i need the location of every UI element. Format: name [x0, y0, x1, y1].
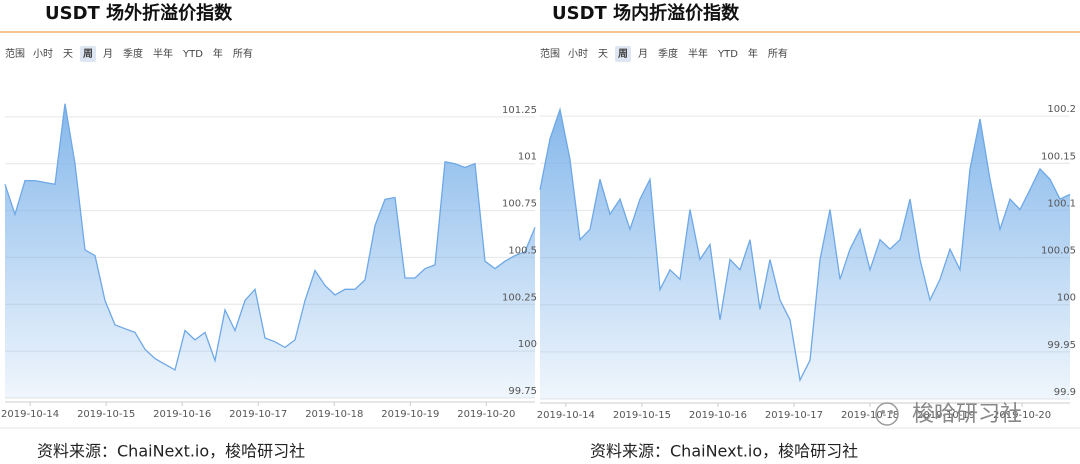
x-tick-label: 2019-10-18 [841, 410, 899, 421]
range-button[interactable]: 半年 [688, 47, 708, 60]
y-tick-label: 100.15 [1041, 151, 1076, 162]
range-button[interactable]: 所有 [768, 47, 788, 60]
x-tick-label: 2019-10-20 [993, 410, 1051, 421]
x-tick-label: 2019-10-20 [457, 409, 515, 420]
range-button-bg [80, 46, 96, 62]
x-tick-label: 2019-10-16 [689, 410, 747, 421]
range-label: 范围 [540, 47, 560, 60]
range-button[interactable]: 小时 [33, 48, 53, 60]
range-button[interactable]: YTD [182, 49, 203, 60]
y-tick-label: 100 [1057, 293, 1076, 304]
x-tick-label: 2019-10-16 [153, 409, 211, 420]
y-tick-label: 100.5 [508, 245, 537, 256]
area-line [4, 103, 536, 371]
area-line [539, 107, 1071, 383]
y-tick-label: 100 [518, 339, 537, 350]
x-tick-label: 2019-10-17 [765, 410, 823, 421]
source-note: 资料来源：ChaiNext.io，梭哈研习社 [590, 442, 858, 461]
watermark-icon [875, 402, 899, 426]
range-button[interactable]: 年 [213, 47, 223, 60]
range-button[interactable]: 季度 [658, 47, 678, 60]
range-button[interactable]: 季度 [123, 47, 143, 60]
range-button[interactable]: 周 [83, 48, 93, 60]
y-tick-label: 100.2 [1047, 104, 1076, 115]
chart-title: USDT 场内折溢价指数 [552, 2, 740, 24]
range-button[interactable]: YTD [717, 49, 738, 60]
range-button[interactable]: 月 [103, 48, 113, 60]
x-tick-label: 2019-10-15 [613, 410, 671, 421]
range-button[interactable]: 年 [748, 47, 758, 60]
y-tick-label: 101.25 [502, 105, 537, 116]
y-tick-label: 100.25 [502, 292, 537, 303]
watermark-icon [889, 410, 893, 414]
y-tick-label: 99.75 [508, 386, 537, 397]
area-fill [5, 103, 535, 398]
x-tick-label: 2019-10-14 [1, 409, 59, 420]
range-button[interactable]: 月 [638, 48, 648, 60]
watermark-icon [881, 410, 885, 414]
x-tick-label: 2019-10-19 [917, 410, 975, 421]
range-button[interactable]: 天 [63, 49, 73, 60]
area-fill [540, 109, 1070, 399]
x-tick-label: 2019-10-19 [381, 409, 439, 420]
y-tick-label: 99.9 [1054, 387, 1076, 398]
watermark-text: 梭哈研习社 [912, 402, 1022, 427]
range-button[interactable]: 小时 [568, 48, 588, 60]
x-tick-label: 2019-10-17 [229, 409, 287, 420]
watermark: 梭哈研习社 [875, 402, 1022, 427]
range-button[interactable]: 周 [618, 48, 628, 60]
chart-title: USDT 场外折溢价指数 [45, 2, 233, 24]
range-button[interactable]: 半年 [153, 47, 173, 60]
source-note: 资料来源：ChaiNext.io，梭哈研习社 [37, 442, 305, 461]
x-tick-label: 2019-10-18 [305, 409, 363, 420]
y-tick-label: 101 [518, 152, 537, 163]
y-tick-label: 100.1 [1047, 198, 1076, 209]
y-tick-label: 100.75 [502, 199, 537, 210]
y-tick-label: 99.95 [1047, 340, 1076, 351]
range-button-bg [615, 46, 631, 62]
range-button[interactable]: 天 [598, 49, 608, 60]
y-tick-label: 100.05 [1041, 246, 1076, 257]
range-label: 范围 [5, 47, 25, 60]
x-tick-label: 2019-10-15 [77, 409, 135, 420]
range-button[interactable]: 所有 [233, 47, 253, 60]
x-tick-label: 2019-10-14 [537, 410, 595, 421]
